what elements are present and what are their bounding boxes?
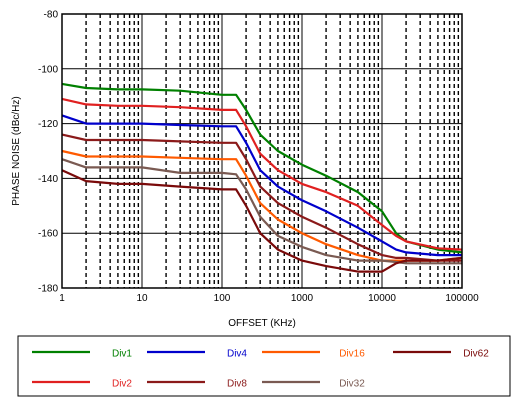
x-tick-label: 1: [59, 293, 65, 304]
y-tick-labels: -180 -160 -140 -120 -100 -80: [38, 10, 58, 295]
series-line-div1: [61, 82, 463, 254]
legend-label: Div32: [339, 379, 365, 390]
x-tick-label: 10000: [368, 293, 396, 304]
series-layer: [61, 82, 463, 273]
series-line-div62: [61, 169, 463, 273]
plot-area: [62, 14, 462, 288]
series-line-div2: [61, 97, 463, 251]
series-line-div4: [61, 114, 462, 257]
legend-label: Div62: [463, 349, 489, 360]
legend: Div1 Div4 Div16 Div62 Div2 Div8 Div32: [17, 335, 511, 397]
series-line-div8: [61, 133, 462, 262]
legend-label: Div16: [339, 349, 365, 360]
x-tick-label: 10: [136, 293, 148, 304]
y-tick-label: -160: [38, 229, 58, 240]
y-tick-label: -120: [38, 119, 58, 130]
y-tick-label: -140: [38, 174, 58, 185]
legend-label: Div2: [112, 379, 132, 390]
x-tick-label: 100000: [445, 293, 479, 304]
y-tick-label: -100: [38, 64, 58, 75]
series-line-div16: [61, 149, 463, 262]
plot-background: [62, 14, 462, 288]
y-tick-label: -180: [38, 284, 58, 295]
x-tick-label: 1000: [291, 293, 314, 304]
legend-label: Div4: [227, 349, 247, 360]
y-axis-label: PHASE NOISE (dBc/Hz): [11, 96, 22, 205]
legend-label: Div8: [227, 379, 247, 390]
x-tick-label: 100: [214, 293, 231, 304]
plot-frame: [61, 13, 463, 289]
legend-box: [17, 335, 511, 397]
y-tick-label: -80: [44, 10, 59, 21]
x-axis-label: OFFSET (KHz): [228, 318, 296, 329]
legend-label: Div1: [112, 349, 132, 360]
x-tick-labels: 1 10 100 1000 10000 100000: [59, 293, 479, 304]
